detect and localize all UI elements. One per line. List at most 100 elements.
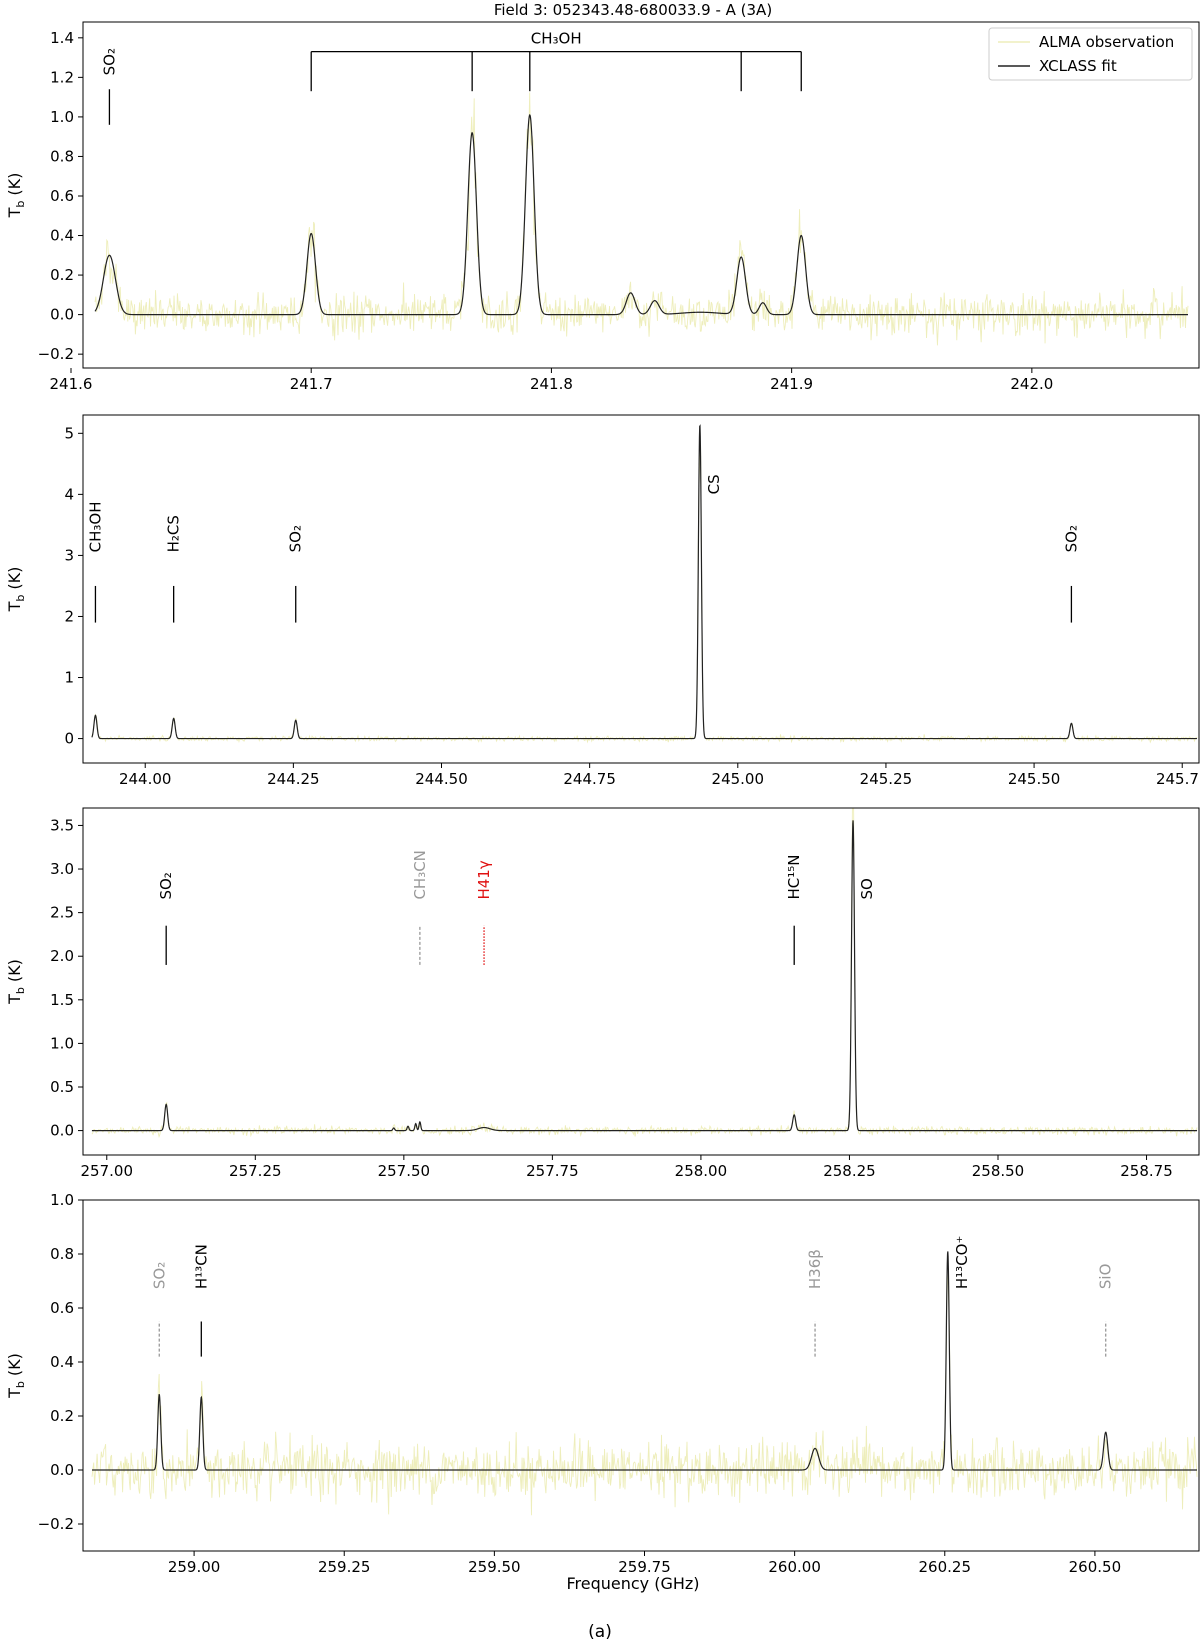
y-tick-label: 0.2: [50, 266, 74, 284]
line-label: SiO: [1097, 1264, 1115, 1290]
x-axis-label: Frequency (GHz): [566, 1574, 699, 1593]
y-tick-label: −0.2: [38, 345, 74, 363]
y-tick-label: 0.2: [50, 1407, 74, 1425]
plot-frame: [82, 1199, 1200, 1552]
series-observation: [91, 444, 1198, 744]
figure-title: Field 3: 052343.48-680033.9 - A (3A): [494, 1, 772, 19]
x-tick-label: 258.00: [675, 1162, 728, 1180]
line-label: SO₂: [150, 1262, 168, 1289]
series-xclass-fit: [91, 820, 1198, 1132]
line-label: H41γ: [475, 860, 493, 899]
x-tick-label: 260.25: [919, 1558, 972, 1576]
panel-2: 244.00 244.25 244.50 244.75 245.00 245.25 245.…: [5, 414, 1200, 788]
panels: 241.6 241.7 241.8 241.9 242.0−0.20.00.20.40.…: [5, 21, 1200, 1576]
y-tick-label: 0.8: [50, 147, 74, 165]
plot-frame: [82, 21, 1200, 369]
x-tick-label: 257.00: [81, 1162, 134, 1180]
line-label: SO: [858, 878, 876, 899]
y-tick-label: 1.2: [50, 68, 74, 86]
y-tick-label: 2.0: [50, 947, 74, 965]
y-tick-label: 0.4: [50, 227, 74, 245]
y-tick-label: 4: [64, 485, 74, 503]
y-tick-label: 5: [64, 424, 74, 442]
y-tick-label: 0: [64, 730, 74, 748]
x-tick-label: 259.25: [318, 1558, 371, 1576]
figure-caption: (a): [588, 1622, 612, 1642]
plot-frame: [82, 414, 1200, 764]
x-tick-label: 259.00: [168, 1558, 221, 1576]
y-tick-label: 0.0: [50, 306, 74, 324]
line-label: H¹³CN: [192, 1244, 210, 1289]
y-tick-label: −0.2: [38, 1515, 74, 1533]
y-tick-label: 1: [64, 669, 74, 687]
x-tick-label: 244.00: [119, 770, 172, 788]
plot-frame: [82, 807, 1200, 1156]
y-tick-label: 0.5: [50, 1078, 74, 1096]
panel-4: 259.00 259.25 259.50 259.75 260.00 260.25 260.…: [5, 1191, 1200, 1576]
line-label: H₂CS: [165, 515, 183, 552]
line-label: H36β: [806, 1249, 824, 1289]
series-observation: [91, 808, 1198, 1139]
x-tick-label: 258.25: [823, 1162, 876, 1180]
x-tick-label: 245.25: [860, 770, 913, 788]
y-tick-label: 0.0: [50, 1122, 74, 1140]
y-tick-label: 1.4: [50, 29, 74, 47]
x-tick-label: 258.50: [972, 1162, 1025, 1180]
y-tick-label: 1.0: [50, 108, 74, 126]
panel-1: 241.6 241.7 241.8 241.9 242.0 −0.2 0.0 0.2 0.4 0.…: [5, 21, 1200, 393]
y-tick-label: 3: [64, 546, 74, 564]
panel-3: 257.00 257.25 257.50 257.75 258.00 258.25 258.…: [5, 807, 1200, 1180]
y-tick-label: 3.0: [50, 860, 74, 878]
bracket-label: CH₃OH: [531, 30, 582, 48]
line-label: H¹³CO⁺: [953, 1236, 971, 1290]
x-tick-label: 241.6: [50, 375, 93, 393]
y-tick-label: 1.0: [50, 1191, 74, 1209]
x-tick-label: 257.50: [378, 1162, 431, 1180]
series-xclass-fit: [92, 1251, 1197, 1471]
series-xclass-fit: [94, 113, 1188, 316]
x-tick-label: 244.25: [267, 770, 320, 788]
line-label: CH₃OH: [86, 502, 104, 553]
y-tick-label: 0.6: [50, 187, 74, 205]
y-tick-label: 1.0: [50, 1034, 74, 1052]
y-tick-label: 2: [64, 607, 74, 625]
x-tick-label: 245.75: [1156, 770, 1200, 788]
line-label: SO₂: [287, 525, 305, 552]
line-label: SO₂: [1062, 525, 1080, 552]
x-tick-label: 241.8: [530, 375, 573, 393]
y-tick-label: 0.6: [50, 1299, 74, 1317]
y-tick-label: 0.4: [50, 1353, 74, 1371]
x-tick-label: 245.00: [712, 770, 765, 788]
x-tick-label: 244.50: [415, 770, 468, 788]
line-label: CH₃CN: [411, 850, 429, 899]
x-tick-label: 257.25: [229, 1162, 282, 1180]
legend-label: XCLASS fit: [1039, 57, 1117, 75]
y-axis-label: Tb (K): [5, 567, 27, 613]
line-label: SO₂: [100, 48, 118, 75]
line-label: SO₂: [157, 872, 175, 899]
y-tick-label: 3.5: [50, 816, 74, 834]
x-tick-label: 258.75: [1120, 1162, 1173, 1180]
series-observation: [94, 92, 1189, 346]
x-tick-label: 259.75: [618, 1558, 671, 1576]
x-tick-label: 260.00: [768, 1558, 821, 1576]
x-tick-label: 244.75: [563, 770, 616, 788]
y-axis-label: Tb (K): [5, 173, 27, 219]
x-tick-label: 241.9: [770, 375, 813, 393]
y-tick-label: 0.8: [50, 1245, 74, 1263]
line-label: HC¹⁵N: [785, 855, 803, 900]
y-tick-label: 1.5: [50, 991, 74, 1009]
x-tick-label: 259.50: [468, 1558, 521, 1576]
x-tick-label: 245.50: [1008, 770, 1061, 788]
legend-label: ALMA observation: [1039, 33, 1174, 51]
x-tick-label: 242.0: [1010, 375, 1053, 393]
y-axis-label: Tb (K): [5, 1353, 27, 1399]
series-observation: [91, 1272, 1198, 1516]
x-tick-label: 260.50: [1069, 1558, 1122, 1576]
y-tick-label: 2.5: [50, 904, 74, 922]
y-axis-label: Tb (K): [5, 959, 27, 1005]
legend: ALMA observation XCLASS fit: [988, 27, 1193, 81]
series-xclass-fit: [91, 424, 1198, 740]
x-tick-label: 257.75: [526, 1162, 579, 1180]
